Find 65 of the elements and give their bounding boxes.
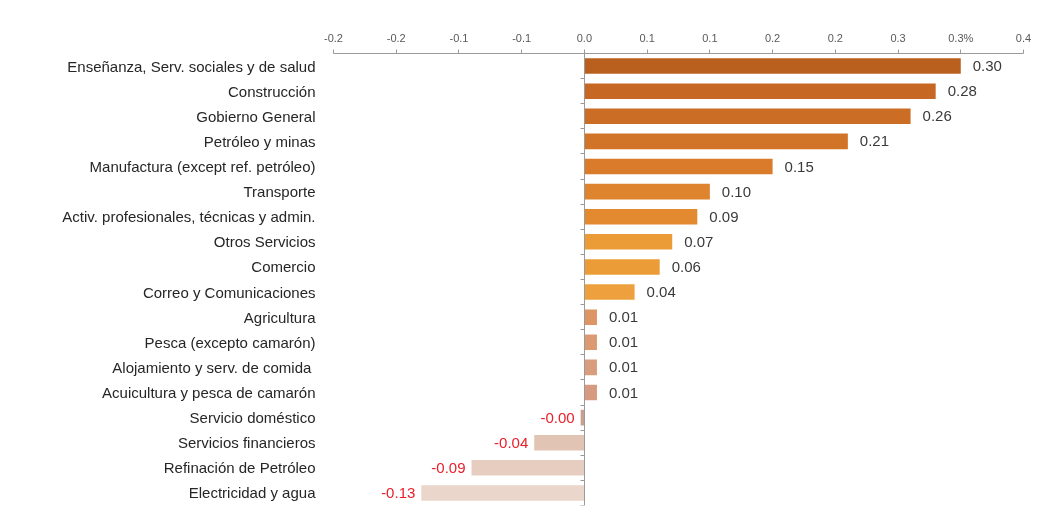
x-tick-label: 0.2	[827, 31, 843, 44]
data-label: 0.01	[608, 333, 639, 351]
bar	[584, 83, 936, 99]
data-label: 0.21	[859, 132, 890, 150]
bar	[584, 384, 597, 401]
y-tick-label: Enseñanza, Serv. sociales y de salud	[67, 57, 316, 75]
y-tick-label: Comercio	[251, 258, 316, 276]
bar	[584, 133, 848, 150]
data-label: 0.28	[947, 82, 977, 100]
bar	[584, 108, 911, 125]
data-label: 0.26	[922, 107, 952, 125]
data-label: -0.00	[540, 408, 575, 426]
y-tick-label: Refinación de Petróleo	[163, 459, 316, 477]
x-tick-label: 0.2	[764, 31, 781, 44]
y-tick-label: Servicios financieros	[177, 434, 316, 452]
y-tick-label: Transporte	[243, 183, 316, 201]
data-label: -0.04	[494, 433, 529, 451]
bar	[584, 334, 597, 351]
data-label: 0.09	[709, 207, 739, 225]
data-label: 0.15	[784, 157, 814, 175]
y-tick-label: Construcción	[227, 82, 316, 100]
x-tick-label: -0.1	[512, 31, 532, 44]
bar	[584, 183, 710, 200]
bar	[584, 234, 673, 250]
x-tick-label: 0.0	[576, 31, 593, 44]
y-tick-label: Gobierno General	[196, 107, 316, 125]
y-tick-label: Activ. profesionales, técnicas y admin.	[62, 208, 316, 226]
x-tick-label: -0.1	[449, 31, 469, 44]
bar	[584, 309, 597, 325]
y-tick-label: Otros Servicios	[213, 233, 316, 251]
y-tick-label: Manufactura (except ref. petróleo)	[89, 158, 316, 175]
y-tick-label: Alojamiento y serv. de comida	[112, 358, 312, 376]
data-label: 0.04	[646, 283, 676, 301]
x-tick-label: 0.3%	[948, 31, 974, 44]
x-tick-label: -0.2	[386, 31, 406, 44]
y-tick-label: Correo y Comunicaciones	[142, 283, 316, 301]
x-tick-label: 0.3	[890, 31, 906, 44]
x-tick-label: 0.1	[702, 31, 718, 44]
data-label: 0.30	[972, 57, 1002, 75]
bar	[534, 434, 585, 451]
data-label: 0.07	[684, 232, 714, 250]
data-label: -0.09	[431, 458, 466, 476]
x-tick-label: 0.1	[639, 31, 655, 44]
y-tick-label: Petróleo y minas	[203, 132, 316, 150]
bar	[584, 259, 660, 275]
bar	[584, 58, 961, 74]
x-tick-label: 0.4	[1015, 31, 1032, 44]
y-tick-label: Pesca (excepto camarón)	[144, 333, 316, 351]
bar	[421, 485, 585, 501]
data-label: 0.01	[608, 358, 639, 376]
data-label: 0.06	[671, 257, 701, 275]
y-tick-label: Servicio doméstico	[189, 409, 316, 427]
y-tick-label: Electricidad y agua	[188, 484, 317, 502]
data-label: 0.01	[608, 308, 639, 326]
bar	[584, 359, 597, 376]
bar	[584, 284, 635, 300]
y-tick-label: Agricultura	[243, 308, 317, 326]
x-tick-label: -0.2	[324, 31, 343, 44]
data-label: -0.13	[381, 483, 416, 501]
data-label: 0.10	[721, 182, 752, 200]
bar	[584, 208, 698, 225]
bar	[471, 460, 585, 476]
y-tick-label: Acuicultura y pesca de camarón	[102, 384, 316, 401]
bar	[584, 158, 773, 175]
data-label: 0.01	[608, 383, 639, 401]
